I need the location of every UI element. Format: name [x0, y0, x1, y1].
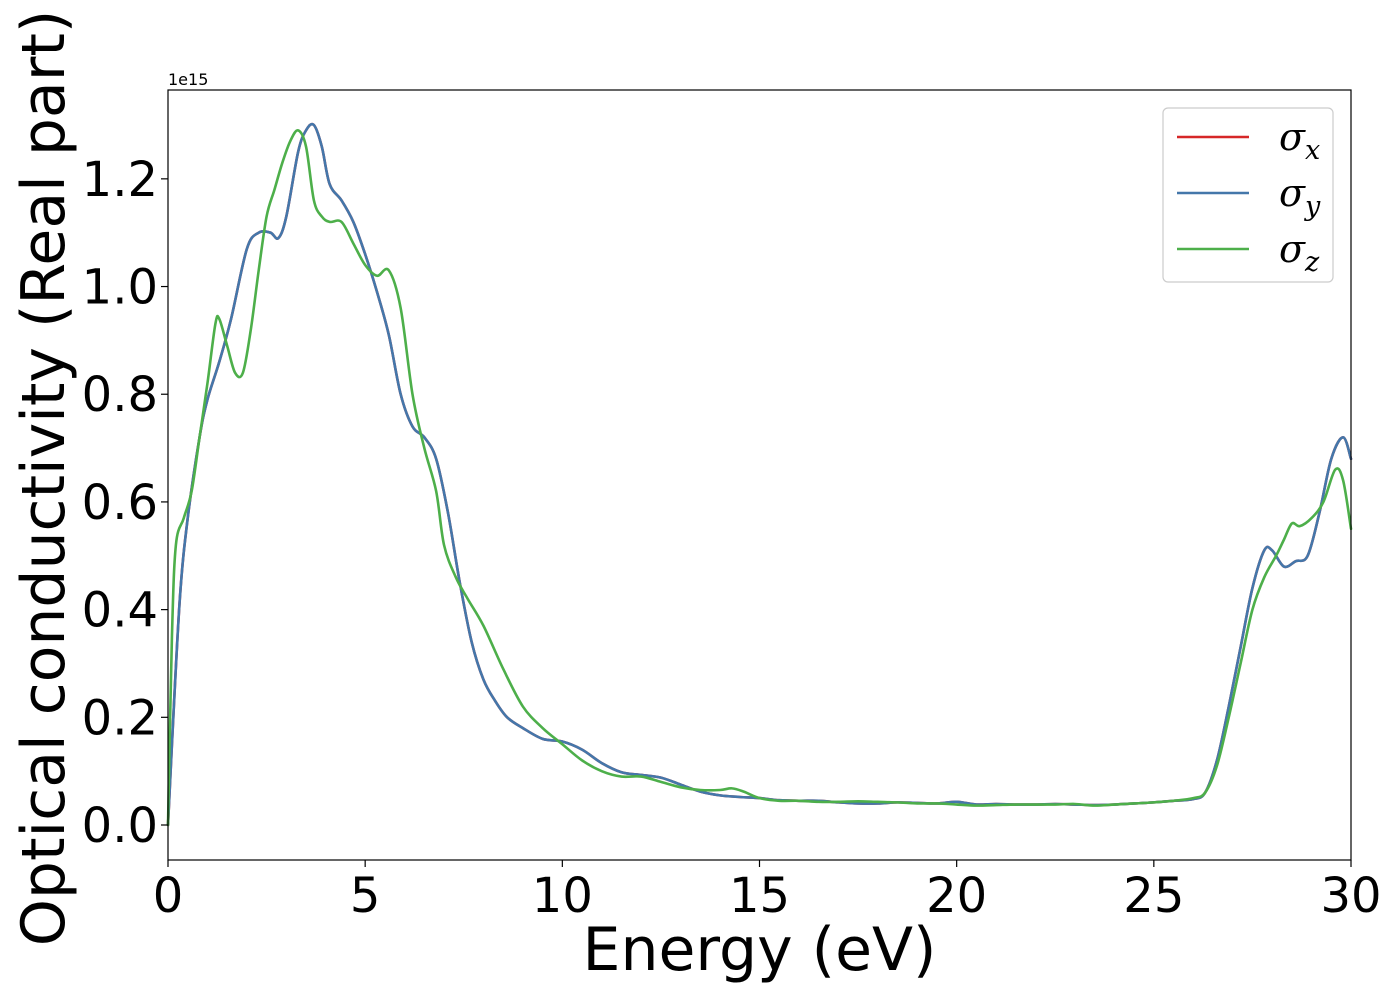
- series-line-z: [166, 129, 1353, 827]
- x-axis-title: Energy (eV): [583, 915, 937, 985]
- x-tick-label: 25: [1123, 868, 1184, 924]
- x-tick-label: 20: [926, 868, 987, 924]
- x-tick-label: 10: [532, 868, 593, 924]
- y-tick-label: 0.0: [82, 798, 158, 854]
- y-tick-label: 0.2: [82, 690, 158, 746]
- y-tick-label: 0.6: [82, 475, 158, 531]
- x-tick-label: 0: [153, 868, 184, 924]
- x-tick-label: 5: [350, 868, 381, 924]
- legend-frame: [1162, 107, 1334, 283]
- y-offset-text: 1e15: [168, 70, 208, 89]
- x-axis: 0 5 10 15 20 25 30: [153, 860, 1382, 924]
- y-tick-label: 1.2: [82, 152, 158, 208]
- y-axis-title: Optical conductivity (Real part): [9, 10, 79, 947]
- y-tick-label: 0.4: [82, 583, 158, 639]
- series-layer: [166, 122, 1353, 827]
- y-axis: 0.0 0.2 0.4 0.6 0.8 1.0 1.2: [82, 152, 168, 854]
- x-tick-label: 30: [1320, 868, 1381, 924]
- x-tick-label: 15: [729, 868, 790, 924]
- y-tick-label: 0.8: [82, 367, 158, 423]
- y-tick-label: 1.0: [82, 260, 158, 316]
